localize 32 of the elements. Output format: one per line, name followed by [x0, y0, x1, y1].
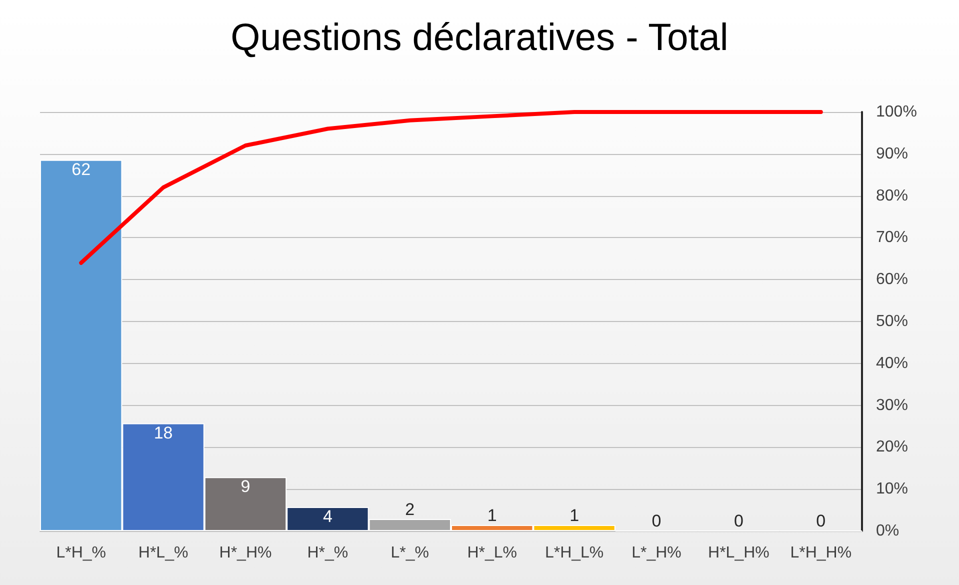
x-tick-label: H*L_% — [138, 544, 188, 562]
data-label: 18 — [154, 423, 173, 442]
data-label: 4 — [322, 507, 332, 526]
data-label: 2 — [405, 500, 415, 520]
data-label: 1 — [487, 506, 497, 526]
x-tick-label: H*_L% — [467, 544, 518, 562]
x-tick-label: L*_% — [390, 544, 430, 562]
x-tick-label: L*H_H% — [790, 544, 852, 562]
y2-tick-label: 20% — [876, 438, 908, 456]
x-tick-label: H*_H% — [219, 544, 272, 562]
y2-tick-label: 100% — [876, 104, 917, 120]
y2-tick-label: 80% — [876, 187, 908, 204]
x-tick-label: L*_H% — [632, 544, 682, 562]
x-tick-label: H*_% — [307, 544, 348, 562]
y2-tick-label: 30% — [876, 396, 908, 414]
data-label: 0 — [652, 512, 662, 530]
data-label: 9 — [240, 477, 250, 496]
data-label: 62 — [72, 160, 91, 179]
y2-tick-label: 70% — [876, 229, 908, 246]
chart-title: Questions déclaratives - Total — [230, 17, 728, 59]
x-tick-label: L*H_L% — [544, 544, 604, 562]
data-label: 0 — [734, 512, 744, 530]
y2-tick-label: 10% — [876, 480, 908, 498]
y2-tick-label: 90% — [876, 145, 908, 162]
data-label: 1 — [570, 506, 580, 526]
x-tick-label: H*L_H% — [708, 544, 770, 562]
y2-tick-label: 0% — [876, 522, 900, 540]
x-tick-label: L*H_% — [56, 544, 106, 562]
data-label: 0 — [816, 512, 826, 530]
y2-tick-label: 40% — [876, 354, 908, 372]
y2-tick-label: 50% — [876, 313, 908, 330]
y2-tick-label: 60% — [876, 271, 908, 288]
